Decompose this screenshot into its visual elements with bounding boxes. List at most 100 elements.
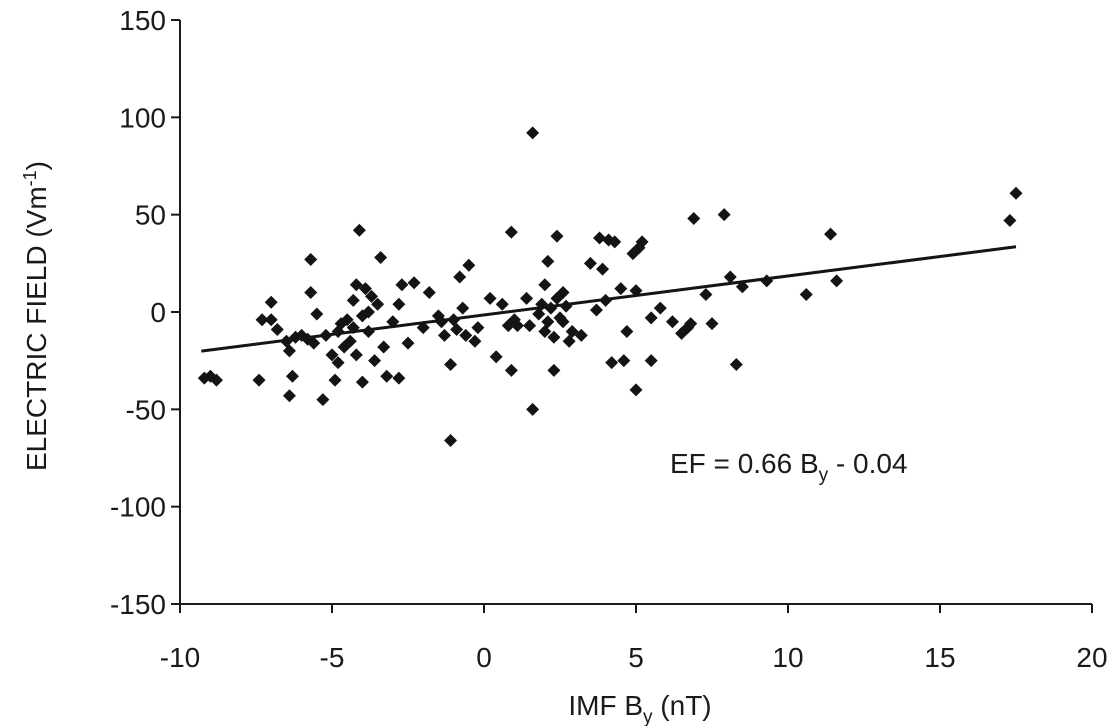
data-point bbox=[395, 278, 409, 292]
data-point bbox=[361, 324, 375, 338]
data-point bbox=[583, 256, 597, 270]
x-tick-label: -5 bbox=[320, 642, 345, 673]
data-point bbox=[386, 315, 400, 329]
data-point bbox=[270, 323, 284, 337]
y-tick-label: -150 bbox=[110, 589, 166, 620]
data-point bbox=[209, 373, 223, 387]
x-axis-title-unit: (nT) bbox=[653, 690, 712, 721]
data-point bbox=[282, 389, 296, 403]
data-point bbox=[574, 328, 588, 342]
data-point bbox=[599, 293, 613, 307]
data-point bbox=[374, 250, 388, 264]
data-point bbox=[307, 336, 321, 350]
data-point bbox=[547, 330, 561, 344]
data-point bbox=[559, 299, 573, 313]
data-point bbox=[1009, 186, 1023, 200]
data-point bbox=[422, 286, 436, 300]
y-tick-label: 150 bbox=[119, 5, 166, 36]
data-point bbox=[358, 282, 372, 296]
data-point bbox=[483, 291, 497, 305]
regression-equation-subscript: y bbox=[819, 465, 829, 486]
data-point bbox=[264, 313, 278, 327]
data-point bbox=[349, 278, 363, 292]
data-point bbox=[830, 274, 844, 288]
data-point bbox=[325, 348, 339, 362]
data-point bbox=[316, 393, 330, 407]
y-axis-title-end: ) bbox=[21, 161, 52, 170]
data-point bbox=[365, 289, 379, 303]
data-point bbox=[285, 369, 299, 383]
data-point bbox=[729, 358, 743, 372]
regression-equation: EF = 0.66 By - 0.04 bbox=[670, 448, 908, 486]
data-point bbox=[450, 323, 464, 337]
y-tick-label: -100 bbox=[110, 492, 166, 523]
data-point bbox=[687, 212, 701, 226]
data-point bbox=[617, 354, 631, 368]
data-point bbox=[392, 371, 406, 385]
data-point bbox=[380, 369, 394, 383]
data-point bbox=[343, 334, 357, 348]
data-point bbox=[614, 282, 628, 296]
data-point bbox=[547, 363, 561, 377]
data-point bbox=[361, 305, 375, 319]
data-point bbox=[824, 227, 838, 241]
y-tick-label: 0 bbox=[150, 297, 166, 328]
y-axis-title-main: ELECTRIC FIELD (Vm bbox=[21, 186, 52, 471]
data-point bbox=[629, 383, 643, 397]
data-point bbox=[653, 301, 667, 315]
data-point bbox=[544, 301, 558, 315]
data-point bbox=[489, 350, 503, 364]
x-axis-title: IMF By (nT) bbox=[568, 690, 711, 726]
x-tick-label: 20 bbox=[1076, 642, 1107, 673]
data-point bbox=[541, 315, 555, 329]
data-point bbox=[538, 278, 552, 292]
data-point bbox=[304, 286, 318, 300]
data-point bbox=[541, 254, 555, 268]
data-point bbox=[459, 328, 473, 342]
svg-text:ELECTRIC FIELD (Vm-1): ELECTRIC FIELD (Vm-1) bbox=[20, 161, 52, 471]
data-point bbox=[535, 297, 549, 311]
data-point bbox=[355, 375, 369, 389]
data-point bbox=[462, 258, 476, 272]
data-point bbox=[340, 313, 354, 327]
data-point bbox=[760, 274, 774, 288]
data-point bbox=[346, 321, 360, 335]
data-point bbox=[644, 311, 658, 325]
y-tick-label: 50 bbox=[135, 200, 166, 231]
data-point bbox=[304, 252, 318, 266]
data-point bbox=[310, 307, 324, 321]
data-point bbox=[447, 313, 461, 327]
data-point bbox=[416, 321, 430, 335]
data-point bbox=[468, 334, 482, 348]
data-point bbox=[456, 301, 470, 315]
regression-equation-main: EF = 0.66 B bbox=[670, 448, 819, 479]
data-point bbox=[799, 287, 813, 301]
x-tick-label: 15 bbox=[924, 642, 955, 673]
data-point bbox=[346, 293, 360, 307]
data-point bbox=[644, 354, 658, 368]
data-point bbox=[684, 317, 698, 331]
data-point bbox=[556, 315, 570, 329]
data-point bbox=[495, 297, 509, 311]
data-point bbox=[538, 324, 552, 338]
x-axis-title-main: IMF B bbox=[568, 690, 643, 721]
data-point bbox=[437, 328, 451, 342]
data-point bbox=[504, 363, 518, 377]
data-point bbox=[629, 284, 643, 298]
x-tick-label: -10 bbox=[160, 642, 200, 673]
x-tick-label: 5 bbox=[628, 642, 644, 673]
data-point bbox=[471, 321, 485, 335]
y-axis-title-superscript: -1 bbox=[20, 170, 40, 186]
data-point bbox=[596, 262, 610, 276]
data-point bbox=[665, 315, 679, 329]
data-point bbox=[453, 270, 467, 284]
data-point bbox=[444, 433, 458, 447]
data-point bbox=[352, 223, 366, 237]
data-point bbox=[705, 317, 719, 331]
data-point bbox=[699, 287, 713, 301]
data-point bbox=[368, 354, 382, 368]
data-point bbox=[520, 291, 534, 305]
data-point bbox=[532, 307, 546, 321]
data-point bbox=[723, 270, 737, 284]
x-tick-label: 0 bbox=[476, 642, 492, 673]
